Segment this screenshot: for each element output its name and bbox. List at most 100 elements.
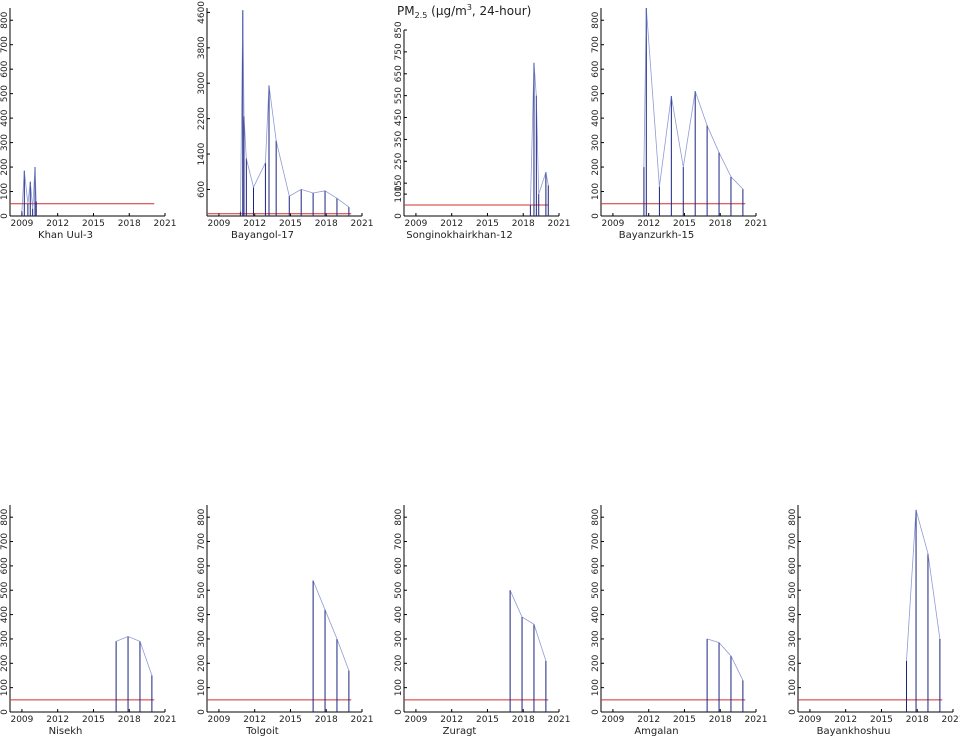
x-tick-label: 2021 <box>548 219 571 229</box>
x-tick-label: 2018 <box>118 715 141 725</box>
x-tick-label: 2021 <box>154 715 177 725</box>
y-tick-label: 200 <box>591 654 601 671</box>
y-tick-label: 400 <box>591 606 601 623</box>
y-tick-label: 400 <box>0 109 10 126</box>
y-tick-label: 300 <box>788 630 798 647</box>
y-tick-label: 3000 <box>197 72 207 95</box>
y-tick-label: 400 <box>394 606 404 623</box>
y-tick-label: 300 <box>591 630 601 647</box>
y-tick-label: 300 <box>591 134 601 151</box>
x-tick-label: 2021 <box>942 715 960 725</box>
y-tick-label: 500 <box>591 85 601 102</box>
y-tick-label: 600 <box>591 60 601 77</box>
y-tick-label: 2200 <box>197 107 207 130</box>
x-tick-label: 2012 <box>834 715 857 725</box>
y-tick-label: 100 <box>394 679 404 696</box>
x-tick-label: 2018 <box>709 219 732 229</box>
x-tick-label: 2018 <box>118 219 141 229</box>
x-tick-label: 2009 <box>404 219 427 229</box>
y-tick-label: 600 <box>788 557 798 574</box>
x-tick-label: 2018 <box>315 715 338 725</box>
x-tick-label: 2015 <box>673 219 696 229</box>
y-tick-label: 300 <box>0 630 10 647</box>
series-trace <box>240 10 350 212</box>
panel-khan-uul-3: 0 100 200 300 400 500 600 700 800 2009 2012 2015 201… <box>0 8 176 241</box>
x-tick-label: 2015 <box>82 219 105 229</box>
x-tick-label: 2012 <box>637 715 660 725</box>
x-tick-label: 2012 <box>243 715 266 725</box>
y-tick-label: 100 <box>591 183 601 200</box>
y-tick-label: 700 <box>591 533 601 550</box>
y-tick-label: 400 <box>197 606 207 623</box>
y-tick-label: 600 <box>197 557 207 574</box>
panel-tolgoit: 0 100 200 300 400 500 600 700 800 2009 2012 2015 201… <box>197 505 373 737</box>
y-tick-label: 100 <box>788 679 798 696</box>
y-tick-label: 500 <box>788 581 798 598</box>
y-tick-label: 0 <box>591 213 601 219</box>
x-tick-label: 2021 <box>154 219 177 229</box>
x-tick-label: 2015 <box>476 219 499 229</box>
x-tick-label: 2009 <box>10 715 33 725</box>
x-tick-label: 2021 <box>351 219 374 229</box>
y-tick-label: 800 <box>591 508 601 525</box>
panel-nisekh: 0 100 200 300 400 500 600 700 800 2009 2012 2015 201… <box>0 505 176 737</box>
y-tick-label: 800 <box>394 508 404 525</box>
y-tick-label: 600 <box>591 557 601 574</box>
y-tick-label: 0 <box>0 213 10 219</box>
x-tick-label: 2012 <box>440 715 463 725</box>
y-tick-label: 500 <box>394 581 404 598</box>
panel-label: Bayankhoshuu <box>817 726 891 737</box>
y-tick-label: 150 <box>394 174 404 191</box>
series-trace <box>509 590 547 662</box>
y-tick-label: 0 <box>0 709 10 715</box>
y-tick-label: 500 <box>0 85 10 102</box>
y-tick-label: 650 <box>394 65 404 82</box>
x-tick-label: 2021 <box>745 219 768 229</box>
panel-bayankhoshuu: 0 100 200 300 400 500 600 700 800 2009 2012 2015 201… <box>788 505 960 737</box>
x-tick-label: 2018 <box>709 715 732 725</box>
y-tick-label: 200 <box>0 158 10 175</box>
y-tick-label: 0 <box>394 213 404 219</box>
panel-bayangol-17: 600 1400 2200 3000 3800 4600 2009 2012 2015 2018 2… <box>197 1 373 241</box>
series-trace <box>906 509 941 661</box>
panel-label: Nisekh <box>49 726 83 737</box>
x-tick-label: 2009 <box>601 715 624 725</box>
y-tick-label: 600 <box>197 181 207 198</box>
series-trace <box>643 7 744 190</box>
x-tick-label: 2015 <box>279 219 302 229</box>
y-tick-label: 500 <box>591 581 601 598</box>
x-tick-label: 2009 <box>207 715 230 725</box>
panel-label: Songinokhairkhan-12 <box>406 230 512 241</box>
x-tick-label: 2009 <box>404 715 427 725</box>
y-tick-label: 400 <box>788 606 798 623</box>
x-tick-label: 2009 <box>207 219 230 229</box>
series-trace <box>706 638 744 681</box>
y-tick-label: 500 <box>197 581 207 598</box>
y-tick-label: 700 <box>197 533 207 550</box>
y-tick-label: 700 <box>0 36 10 53</box>
y-tick-label: 200 <box>197 654 207 671</box>
panel-label: Khan Uul-3 <box>38 230 93 241</box>
series-trace <box>115 636 153 676</box>
y-tick-label: 200 <box>394 654 404 671</box>
y-tick-label: 0 <box>394 709 404 715</box>
y-tick-label: 450 <box>394 109 404 126</box>
y-tick-label: 800 <box>0 508 10 525</box>
series-trace <box>21 167 37 212</box>
y-tick-label: 300 <box>0 134 10 151</box>
y-tick-label: 0 <box>197 709 207 715</box>
y-tick-label: 600 <box>0 60 10 77</box>
y-tick-label: 0 <box>788 709 798 715</box>
x-tick-label: 2012 <box>46 219 69 229</box>
x-tick-label: 2015 <box>673 715 696 725</box>
panel-label: Tolgoit <box>245 726 279 737</box>
y-tick-label: 800 <box>591 11 601 28</box>
panel-zuragt: 0 100 200 300 400 500 600 700 800 2009 2012 2015 201… <box>394 505 570 737</box>
x-tick-label: 2012 <box>243 219 266 229</box>
x-tick-label: 2018 <box>512 219 535 229</box>
panel-label: Amgalan <box>634 726 678 737</box>
panel-amgalan: 0 100 200 300 400 500 600 700 800 2009 2012 2015 201… <box>591 505 767 737</box>
